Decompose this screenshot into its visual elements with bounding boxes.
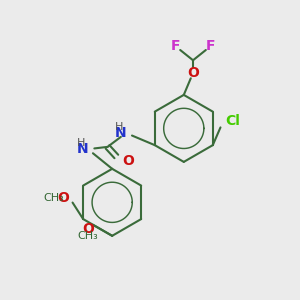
Text: H: H (115, 122, 123, 132)
Text: O: O (82, 222, 94, 236)
Text: Cl: Cl (225, 115, 240, 128)
Text: O: O (187, 66, 199, 80)
Text: O: O (123, 154, 134, 168)
Text: H: H (77, 138, 85, 148)
Text: N: N (76, 142, 88, 156)
Text: CH₃: CH₃ (43, 193, 64, 203)
Text: CH₃: CH₃ (77, 231, 98, 241)
Text: F: F (206, 39, 215, 53)
Text: N: N (114, 126, 126, 140)
Text: O: O (58, 191, 69, 205)
Text: F: F (171, 39, 180, 53)
